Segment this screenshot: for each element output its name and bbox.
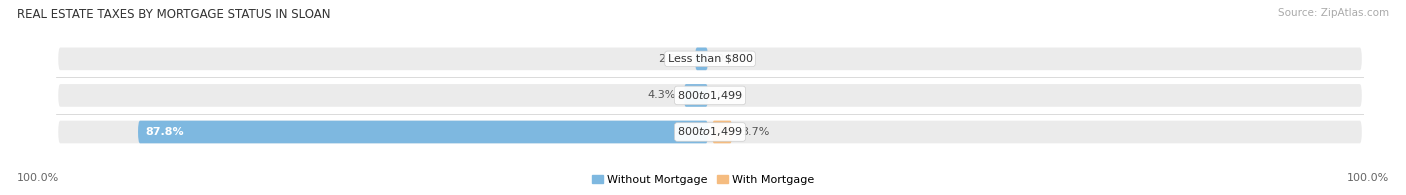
FancyBboxPatch shape: [58, 121, 1362, 143]
FancyBboxPatch shape: [58, 48, 1362, 70]
Text: Less than $800: Less than $800: [668, 54, 752, 64]
Text: 87.8%: 87.8%: [146, 127, 184, 137]
Text: 3.7%: 3.7%: [741, 127, 769, 137]
FancyBboxPatch shape: [683, 84, 709, 107]
Text: REAL ESTATE TAXES BY MORTGAGE STATUS IN SLOAN: REAL ESTATE TAXES BY MORTGAGE STATUS IN …: [17, 8, 330, 21]
FancyBboxPatch shape: [58, 84, 1362, 107]
Legend: Without Mortgage, With Mortgage: Without Mortgage, With Mortgage: [588, 170, 818, 190]
Text: 4.3%: 4.3%: [647, 90, 675, 100]
Text: 0.0%: 0.0%: [717, 54, 745, 64]
Text: 2.6%: 2.6%: [658, 54, 686, 64]
Text: Source: ZipAtlas.com: Source: ZipAtlas.com: [1278, 8, 1389, 18]
Text: 0.0%: 0.0%: [717, 90, 745, 100]
Text: $800 to $1,499: $800 to $1,499: [678, 126, 742, 138]
Text: 100.0%: 100.0%: [17, 173, 59, 183]
FancyBboxPatch shape: [711, 121, 733, 143]
FancyBboxPatch shape: [695, 48, 709, 70]
FancyBboxPatch shape: [138, 121, 709, 143]
Text: 100.0%: 100.0%: [1347, 173, 1389, 183]
Text: $800 to $1,499: $800 to $1,499: [678, 89, 742, 102]
